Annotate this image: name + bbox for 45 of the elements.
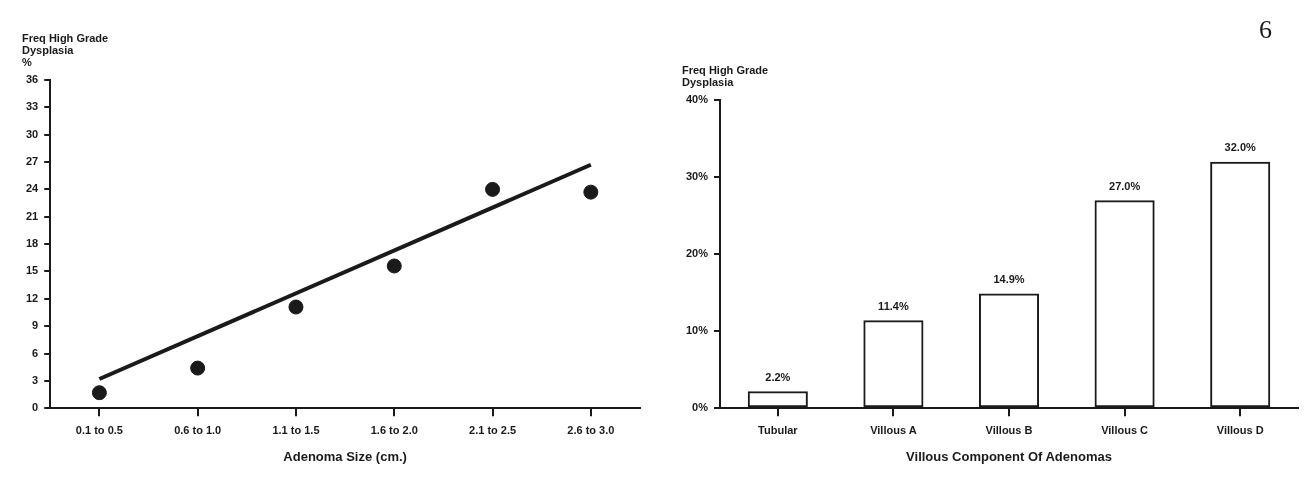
x-tick-label: 2.1 to 2.5: [469, 423, 517, 436]
point: [485, 181, 501, 197]
y-axis-title: Freq High Grade Dysplasia: [682, 64, 769, 88]
y-tick-label: 33: [25, 100, 39, 113]
y-tick-label: 0%: [692, 401, 709, 414]
text: 6: [1259, 14, 1272, 44]
y-tick-label: 40%: [685, 93, 709, 106]
y-tick-label: 3: [32, 373, 39, 386]
y-tick-label: 36: [25, 73, 39, 86]
x-axis-title: Adenoma Size (cm.): [283, 448, 407, 464]
data-label: 14.9%: [993, 272, 1025, 285]
y-tick-label: 30%: [685, 170, 709, 183]
point: [386, 258, 402, 274]
x-tick-label: 0.6 to 1.0: [174, 423, 222, 436]
y-tick-label: 27: [25, 155, 39, 168]
data-label: 2.2%: [765, 370, 791, 383]
y-tick-label: 0: [32, 401, 39, 414]
point: [583, 184, 599, 200]
x-axis-title: Villous Component Of Adenomas: [906, 448, 1112, 464]
x-tick-label: 2.6 to 3.0: [567, 423, 615, 436]
x-tick-label: Villous C: [1101, 423, 1149, 436]
y-tick-label: 18: [25, 237, 39, 250]
x-tick-label: 0.1 to 0.5: [75, 423, 123, 436]
data-label: 11.4%: [878, 299, 909, 312]
x-tick-label: 1.1 to 1.5: [272, 423, 320, 436]
y-tick-label: 24: [25, 182, 40, 195]
y-axis-title: Freq High Grade Dysplasia %: [22, 32, 109, 68]
data-label: 27.0%: [1109, 179, 1141, 192]
y-tick-label: 15: [25, 264, 39, 277]
x-tick-label: Tubular: [758, 423, 799, 436]
y-tick-label: 30: [25, 127, 39, 140]
y-tick-label: 21: [25, 209, 39, 222]
x-tick-label: Villous D: [1216, 423, 1264, 436]
point: [190, 360, 206, 376]
data-label: 32.0%: [1224, 141, 1257, 154]
y-tick-label: 10%: [685, 324, 709, 337]
y-tick-label: 20%: [685, 247, 709, 260]
x-tick-label: Villous B: [985, 423, 1033, 436]
y-tick-label: 9: [32, 319, 39, 332]
y-tick-label: 12: [25, 291, 39, 304]
x-tick-label: 1.6 to 2.0: [370, 423, 418, 436]
point: [288, 299, 304, 315]
y-tick-label: 6: [32, 346, 39, 359]
point: [91, 385, 107, 401]
x-tick-label: Villous A: [870, 423, 917, 436]
